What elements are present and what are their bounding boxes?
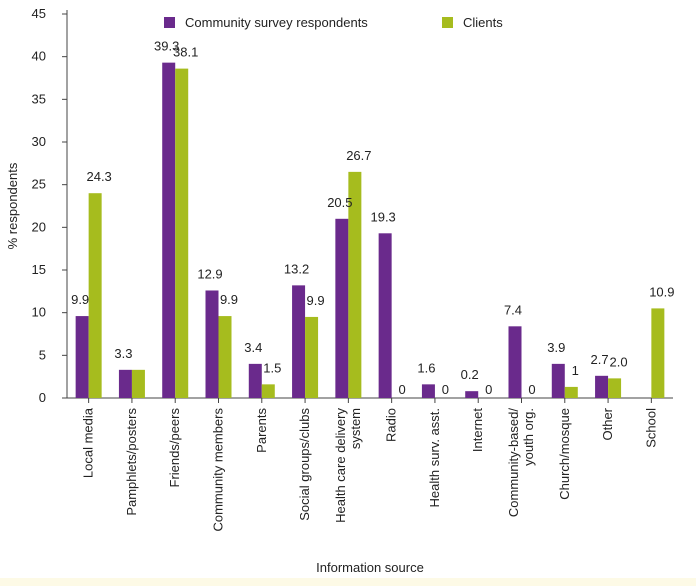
legend-label: Community survey respondents — [185, 15, 368, 30]
bottom-band — [0, 578, 696, 586]
data-label-community-respondents: 20.5 — [327, 195, 352, 210]
bar-clients — [608, 378, 622, 398]
bar-clients — [175, 68, 189, 398]
data-label-community-respondents: 0.2 — [461, 367, 479, 382]
bar-clients — [348, 171, 362, 398]
bar-clients — [88, 193, 102, 398]
x-axis-label: Information source — [316, 560, 424, 575]
data-label-clients: 0 — [442, 382, 449, 397]
bar-clients — [261, 384, 275, 398]
x-category-label: Friends/peers — [167, 408, 182, 488]
y-axis-label: % respondents — [5, 162, 20, 249]
bar-community-respondents — [421, 384, 435, 398]
data-label-clients: 24.3 — [86, 169, 111, 184]
bar-community-respondents — [508, 326, 522, 398]
bar-community-respondents — [595, 375, 609, 398]
bar-clients — [651, 308, 665, 398]
x-category-label: Radio — [384, 408, 399, 442]
x-category-label: Parents — [254, 408, 269, 453]
y-tick-label: 45 — [32, 6, 46, 21]
x-category-label: system — [348, 408, 363, 449]
bar-community-respondents — [292, 285, 306, 398]
data-label-community-respondents: 2.7 — [591, 352, 609, 367]
x-category-label: Health surv. asst. — [427, 408, 442, 507]
bar-clients — [564, 386, 578, 398]
y-tick-label: 0 — [39, 390, 46, 405]
x-category-label: Church/mosque — [557, 408, 572, 500]
y-tick-label: 20 — [32, 219, 46, 234]
bar-community-respondents — [551, 363, 565, 398]
data-label-community-respondents: 39.3 — [154, 39, 179, 54]
data-label-community-respondents: 9.9 — [71, 292, 89, 307]
data-label-community-respondents: 13.2 — [284, 261, 309, 276]
y-tick-label: 5 — [39, 347, 46, 362]
data-label-community-respondents: 12.9 — [197, 266, 222, 281]
data-label-clients: 9.9 — [307, 293, 325, 308]
data-label-clients: 0 — [528, 382, 535, 397]
bar-community-respondents — [378, 233, 392, 398]
bar-clients — [305, 316, 319, 398]
data-label-community-respondents: 7.4 — [504, 302, 522, 317]
data-label-community-respondents: 3.4 — [244, 340, 262, 355]
data-label-community-respondents: 1.6 — [417, 360, 435, 375]
bar-community-respondents — [248, 363, 262, 398]
data-label-clients: 2.0 — [610, 354, 628, 369]
bar-community-respondents — [335, 218, 349, 398]
data-label-clients: 1 — [572, 363, 579, 378]
bar-community-respondents — [118, 369, 132, 398]
bar-clients — [218, 316, 232, 398]
x-category-label: Community-based/ — [506, 408, 521, 517]
y-tick-label: 35 — [32, 91, 46, 106]
x-category-label: Pamphlets/posters — [124, 408, 139, 516]
bar-community-respondents — [162, 62, 176, 398]
x-category-label: Health care delivery — [333, 408, 348, 523]
x-category-label: Other — [600, 407, 615, 440]
x-category-label: Community members — [211, 408, 226, 532]
y-tick-label: 40 — [32, 49, 46, 64]
y-tick-label: 25 — [32, 177, 46, 192]
legend-swatch — [164, 17, 175, 28]
data-label-community-respondents: 19.3 — [370, 209, 395, 224]
bar-community-respondents — [465, 391, 479, 398]
legend-label: Clients — [463, 15, 503, 30]
x-category-label: Social groups/clubs — [297, 408, 312, 521]
y-tick-label: 10 — [32, 305, 46, 320]
bar-community-respondents — [75, 316, 89, 398]
data-label-community-respondents: 3.9 — [547, 340, 565, 355]
x-category-label: School — [643, 408, 658, 448]
bar-clients — [131, 369, 145, 398]
data-label-clients: 10.9 — [649, 284, 674, 299]
data-label-clients: 38.1 — [173, 45, 198, 60]
legend-swatch — [442, 17, 453, 28]
y-tick-label: 30 — [32, 134, 46, 149]
data-label-community-respondents: 3.3 — [114, 346, 132, 361]
data-label-clients: 26.7 — [346, 148, 371, 163]
y-tick-label: 15 — [32, 262, 46, 277]
data-label-clients: 0 — [399, 382, 406, 397]
x-category-label: Internet — [470, 408, 485, 452]
bar-community-respondents — [205, 290, 219, 398]
x-category-label: youth org. — [521, 408, 536, 466]
data-label-clients: 0 — [485, 382, 492, 397]
data-label-clients: 9.9 — [220, 292, 238, 307]
x-category-label: Local media — [81, 407, 96, 478]
data-label-clients: 1.5 — [263, 360, 281, 375]
